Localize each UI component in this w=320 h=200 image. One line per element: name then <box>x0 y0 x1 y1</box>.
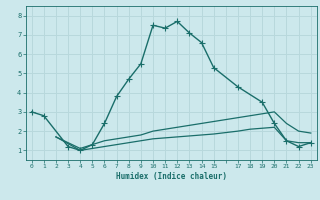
X-axis label: Humidex (Indice chaleur): Humidex (Indice chaleur) <box>116 172 227 181</box>
